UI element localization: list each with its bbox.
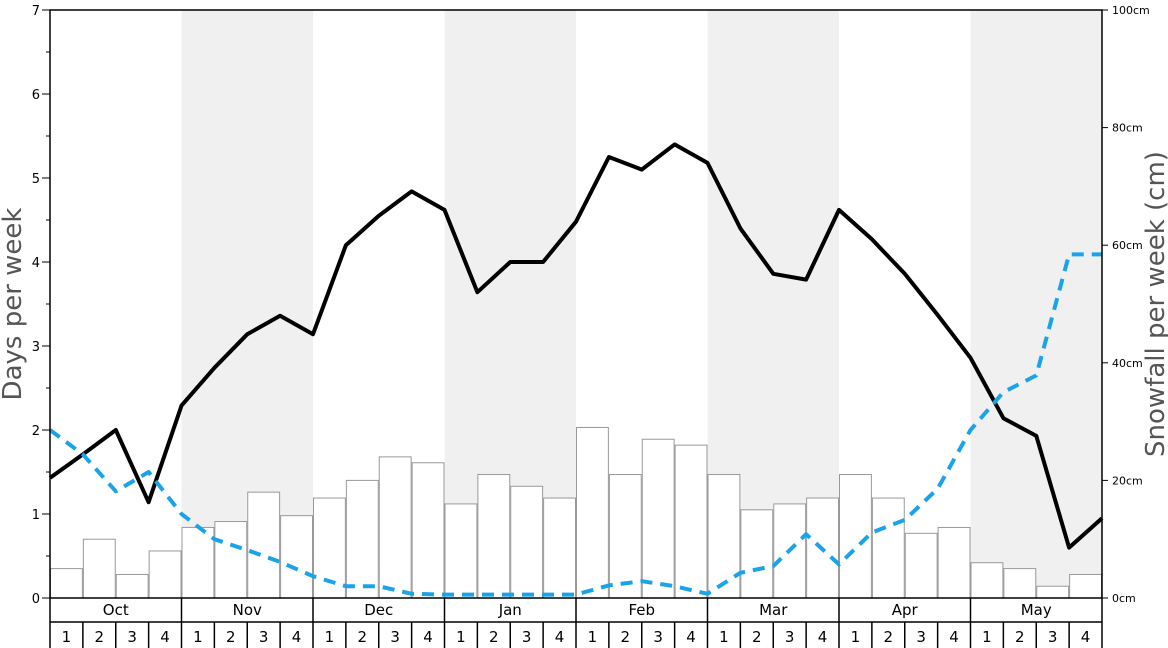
left-tick-label: 5 bbox=[32, 172, 40, 187]
week-label: 3 bbox=[785, 628, 795, 646]
week-label: 1 bbox=[193, 628, 203, 646]
month-shade bbox=[970, 10, 1102, 598]
snowfall-bar bbox=[181, 526, 215, 599]
week-label: 4 bbox=[292, 628, 302, 646]
snowfall-bar bbox=[214, 521, 248, 599]
month-label: Oct bbox=[103, 601, 129, 619]
snowfall-bar bbox=[937, 526, 971, 599]
snowfall-bar bbox=[477, 474, 511, 599]
left-axis: 0 1 2 3 4 5 6 7 bbox=[32, 4, 50, 607]
snowfall-bar bbox=[970, 562, 1004, 599]
week-label: 3 bbox=[390, 628, 400, 646]
snowfall-bar bbox=[280, 515, 313, 599]
month-label: Mar bbox=[759, 601, 788, 619]
week-label: 1 bbox=[62, 628, 72, 646]
left-tick-label: 3 bbox=[32, 340, 40, 355]
week-label: 2 bbox=[358, 628, 368, 646]
snowfall-bar bbox=[904, 532, 938, 599]
week-label: 1 bbox=[325, 628, 335, 646]
month-label: Dec bbox=[364, 601, 393, 619]
right-tick-label: 40cm bbox=[1112, 357, 1143, 370]
week-label: 2 bbox=[95, 628, 105, 646]
left-tick-label: 4 bbox=[32, 256, 40, 271]
week-label: 1 bbox=[588, 628, 598, 646]
snowfall-bar bbox=[115, 573, 149, 599]
snowfall-bar bbox=[707, 474, 741, 599]
snowfall-bar bbox=[1003, 568, 1037, 599]
week-label: 2 bbox=[489, 628, 499, 646]
left-tick-label: 1 bbox=[32, 508, 40, 523]
y-left-label: Days per week bbox=[0, 208, 28, 401]
snowfall-bar bbox=[543, 497, 576, 599]
snowfall-bar bbox=[82, 538, 116, 599]
week-label: 3 bbox=[653, 628, 663, 646]
week-label: 1 bbox=[851, 628, 861, 646]
right-tick-label: 0cm bbox=[1112, 592, 1136, 605]
snowfall-bar bbox=[247, 491, 281, 599]
month-label: Feb bbox=[628, 601, 655, 619]
week-label: 4 bbox=[949, 628, 959, 646]
snowfall-bar bbox=[1036, 585, 1070, 599]
series-line-black bbox=[48, 142, 1104, 550]
right-axis: 0cm 20cm 40cm 60cm 80cm 100cm bbox=[1102, 4, 1150, 605]
right-tick-label: 20cm bbox=[1112, 474, 1143, 487]
month-label: May bbox=[1021, 601, 1052, 619]
month-axis: Oct Nov Dec Jan Feb Mar Apr May bbox=[49, 598, 1103, 648]
week-label: 1 bbox=[456, 628, 466, 646]
snowfall-bar bbox=[1069, 573, 1102, 599]
left-tick-label: 7 bbox=[32, 4, 40, 19]
week-label: 2 bbox=[226, 628, 236, 646]
snowfall-bars bbox=[50, 426, 1102, 599]
y-right-label: Snowfall per week (cm) bbox=[1141, 151, 1168, 457]
month-shading bbox=[181, 10, 1102, 598]
week-label: 4 bbox=[423, 628, 433, 646]
snowfall-bar bbox=[148, 550, 182, 599]
left-tick-label: 0 bbox=[32, 592, 40, 607]
week-label: 3 bbox=[522, 628, 532, 646]
month-label: Nov bbox=[233, 601, 262, 619]
week-label: 1 bbox=[982, 628, 992, 646]
left-tick-label: 2 bbox=[32, 424, 40, 439]
series-line-blue bbox=[48, 252, 1102, 597]
snowfall-bar bbox=[740, 509, 774, 599]
week-label: 3 bbox=[916, 628, 926, 646]
snowfall-bar bbox=[608, 474, 642, 599]
day-lines bbox=[48, 142, 1104, 597]
snowfall-bar bbox=[444, 503, 478, 599]
week-label: 4 bbox=[818, 628, 828, 646]
right-tick-label: 80cm bbox=[1112, 122, 1143, 135]
week-label: 3 bbox=[259, 628, 269, 646]
week-label: 2 bbox=[752, 628, 762, 646]
left-tick-label: 6 bbox=[32, 88, 40, 103]
week-label: 2 bbox=[884, 628, 894, 646]
week-label: 4 bbox=[555, 628, 565, 646]
week-label: 2 bbox=[621, 628, 631, 646]
week-label: 2 bbox=[1015, 628, 1025, 646]
snowfall-bar bbox=[576, 426, 609, 599]
month-label: Jan bbox=[498, 601, 522, 619]
right-tick-label: 60cm bbox=[1112, 239, 1143, 252]
snowfall-bar bbox=[674, 444, 708, 599]
week-label: 3 bbox=[1048, 628, 1058, 646]
week-label: 4 bbox=[160, 628, 170, 646]
week-label: 1 bbox=[719, 628, 729, 646]
week-axis: 1 2 3 4 1 2 3 4 1 2 3 4 1 2 3 4 1 2 3 4 1 2 3 4 1 2 3 4 1 2 3 4 bbox=[62, 622, 1091, 648]
snowfall-bar bbox=[510, 485, 544, 599]
snowfall-bar bbox=[411, 462, 445, 599]
snowfall-bar bbox=[378, 456, 412, 599]
month-label: Apr bbox=[892, 601, 919, 619]
right-tick-label: 100cm bbox=[1112, 4, 1150, 17]
week-label: 4 bbox=[686, 628, 696, 646]
snowfall-bar bbox=[345, 479, 379, 599]
snowfall-bar bbox=[641, 438, 675, 599]
week-label: 3 bbox=[127, 628, 137, 646]
snowfall-bar bbox=[50, 568, 83, 599]
week-label: 4 bbox=[1081, 628, 1091, 646]
snowfall-bar bbox=[871, 497, 905, 599]
